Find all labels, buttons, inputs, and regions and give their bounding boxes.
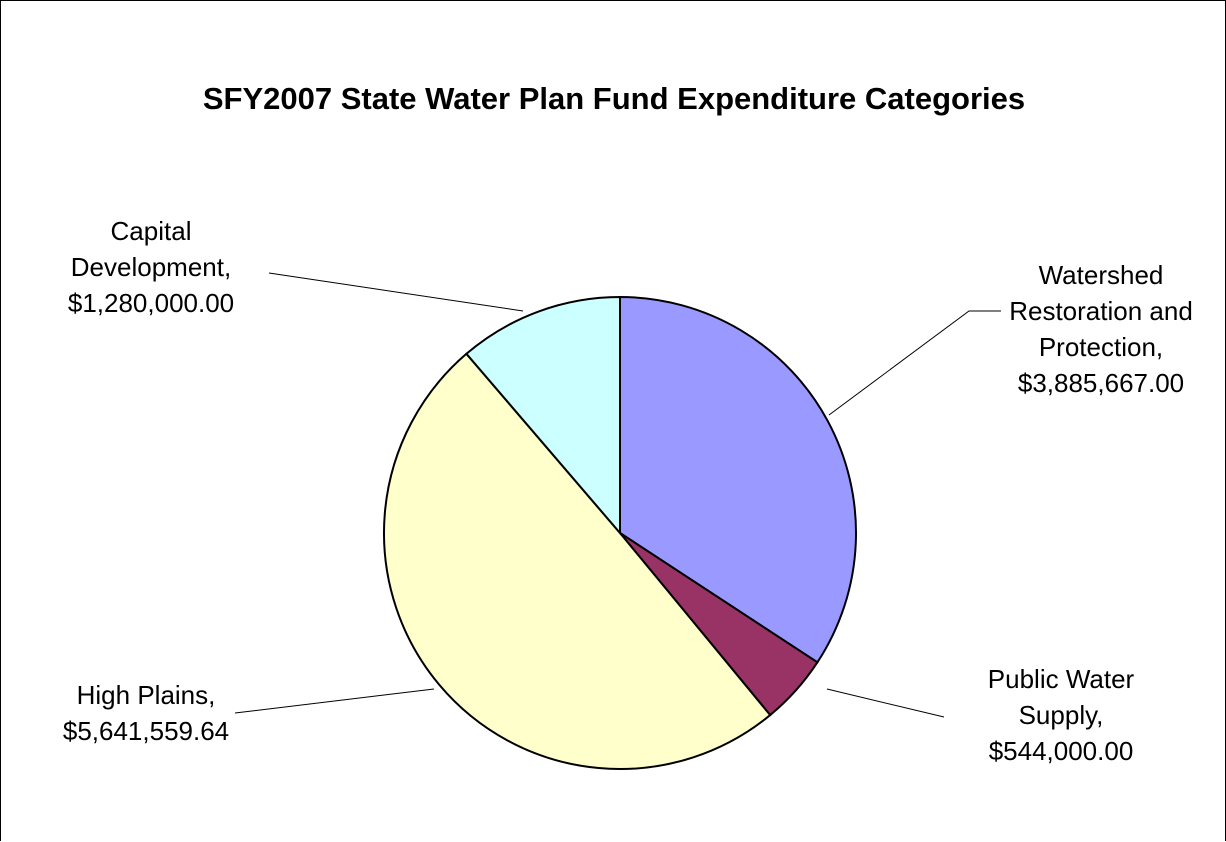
leader-line-high-plains	[234, 688, 435, 714]
data-label-line: Development,	[70, 252, 232, 282]
pie-slice-high-plains	[383, 352, 772, 770]
leader-line-watershed-restoration-and-protection	[828, 310, 1001, 416]
data-label-line: $5,641,559.64	[62, 716, 230, 746]
data-label-line: Watershed	[1038, 260, 1164, 290]
data-label-capital-development: Capital Development, $1,280,000.00	[1, 213, 301, 321]
data-label-public-water-supply: Public Water Supply, $544,000.00	[901, 661, 1221, 769]
data-label-line: Public Water	[987, 664, 1135, 694]
data-label-line: $544,000.00	[988, 736, 1134, 766]
pie-slice-capital-development	[465, 295, 621, 536]
data-label-line: Supply,	[1018, 700, 1104, 730]
data-label-line: High Plains,	[76, 680, 216, 710]
data-label-line: $3,885,667.00	[1017, 368, 1185, 398]
data-label-line: $1,280,000.00	[67, 288, 235, 318]
data-label-watershed-restoration-and-protection: Watershed Restoration and Protection, $3,88…	[951, 257, 1226, 401]
chart-title: SFY2007 State Water Plan Fund Expenditur…	[202, 81, 1026, 116]
leader-line-public-water-supply	[826, 688, 945, 718]
data-label-line: Capital	[110, 216, 192, 246]
data-label-line: Protection,	[1038, 332, 1164, 362]
data-label-line: Restoration and	[1009, 296, 1193, 326]
data-label-high-plains: High Plains, $5,641,559.64	[1, 677, 291, 749]
leader-line-capital-development	[268, 272, 524, 312]
